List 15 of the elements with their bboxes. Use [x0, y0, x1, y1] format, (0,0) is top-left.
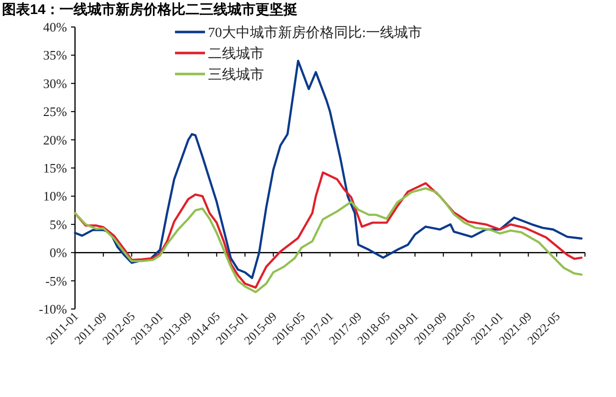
y-tick-label: 30%	[43, 76, 68, 91]
legend-label: 70大中城市新房价格同比:一线城市	[208, 25, 422, 41]
y-tick-label: 10%	[43, 188, 68, 204]
y-tick-label: 25%	[43, 104, 68, 120]
y-tick-label: 0%	[50, 245, 68, 260]
y-tick-label: 5%	[50, 216, 68, 232]
title: 图表14：一线城市新房价格比二三线城市更坚挺	[2, 1, 298, 17]
y-tick-label: 35%	[43, 48, 68, 63]
y-tick-label: 15%	[43, 160, 68, 176]
y-tick-label: -10%	[38, 302, 68, 316]
legend-label: 三线城市	[208, 67, 264, 83]
y-tick-label: -5%	[45, 273, 68, 288]
y-tick-label: 40%	[43, 20, 68, 34]
y-tick-label: 20%	[43, 132, 68, 148]
legend-label: 二线城市	[208, 46, 264, 62]
